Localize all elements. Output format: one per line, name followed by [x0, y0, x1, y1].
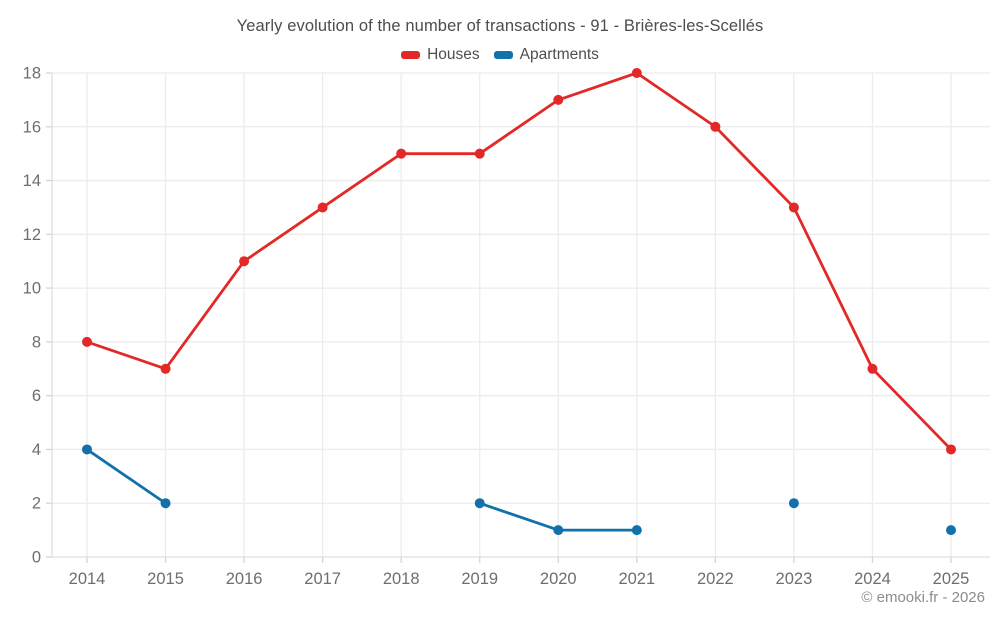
x-tick-label: 2024 — [854, 570, 891, 588]
y-tick-label: 12 — [23, 226, 41, 244]
apartments-data-point[interactable] — [160, 498, 171, 509]
x-tick-label: 2025 — [933, 570, 970, 588]
apartments-data-point[interactable] — [946, 525, 956, 536]
houses-data-point[interactable] — [553, 94, 564, 105]
x-tick-label: 2014 — [69, 570, 106, 588]
houses-data-point[interactable] — [631, 68, 642, 78]
x-tick-label: 2023 — [776, 570, 813, 588]
y-tick-label: 0 — [32, 549, 41, 567]
houses-data-point[interactable] — [474, 148, 485, 159]
legend-label-houses: Houses — [427, 46, 480, 63]
houses-data-point[interactable] — [710, 121, 721, 132]
apartments-data-point[interactable] — [474, 498, 485, 509]
y-tick-label: 14 — [23, 172, 41, 190]
apartments-data-point[interactable] — [631, 525, 642, 536]
apartments-data-point[interactable] — [788, 498, 799, 509]
y-tick-label: 18 — [23, 65, 41, 83]
apartments-series-line — [85, 448, 167, 505]
houses-data-point[interactable] — [867, 363, 878, 374]
y-tick-label: 10 — [23, 280, 41, 298]
houses-data-point[interactable] — [396, 148, 407, 159]
x-tick-label: 2015 — [147, 570, 184, 588]
footer-credit: © emooki.fr - 2026 — [861, 589, 985, 606]
houses-data-point[interactable] — [317, 202, 328, 213]
chart-title: Yearly evolution of the number of transa… — [236, 17, 764, 35]
x-tick-label: 2021 — [618, 570, 655, 588]
houses-data-point[interactable] — [239, 256, 250, 267]
apartments-series-swatch-icon — [493, 51, 513, 59]
x-tick-label: 2019 — [461, 570, 498, 588]
chart-legend: Houses Apartments — [0, 46, 1000, 64]
x-tick-label: 2016 — [226, 570, 263, 588]
y-tick-label: 4 — [32, 441, 41, 459]
legend-label-apartments: Apartments — [519, 46, 599, 63]
x-tick-label: 2017 — [304, 570, 341, 588]
houses-data-point[interactable] — [946, 444, 956, 455]
y-tick-label: 16 — [23, 118, 41, 136]
apartments-data-point[interactable] — [553, 525, 564, 536]
y-tick-label: 2 — [32, 495, 41, 513]
x-tick-label: 2018 — [383, 570, 420, 588]
legend-item-apartments[interactable]: Apartments — [493, 46, 599, 64]
apartments-data-point[interactable] — [82, 444, 92, 455]
y-tick-label: 8 — [32, 333, 41, 351]
houses-data-point[interactable] — [788, 202, 799, 213]
houses-series-swatch-icon — [401, 51, 421, 59]
x-tick-label: 2022 — [697, 570, 734, 588]
legend-item-houses[interactable]: Houses — [401, 46, 480, 64]
y-tick-label: 6 — [32, 387, 41, 405]
x-tick-label: 2020 — [540, 570, 577, 588]
houses-data-point[interactable] — [82, 336, 92, 347]
houses-data-point[interactable] — [160, 363, 171, 374]
houses-series-line — [85, 71, 953, 451]
